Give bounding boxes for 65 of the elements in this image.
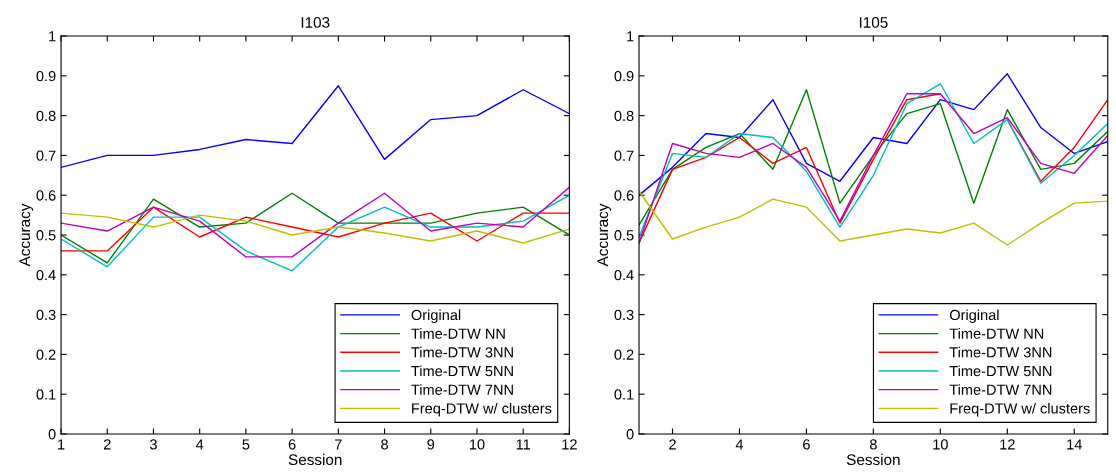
line-series xyxy=(61,212,570,244)
x-tick-label: 12 xyxy=(1000,439,1015,450)
y-tick-label: 0.9 xyxy=(36,70,56,82)
y-tick-label: 0.7 xyxy=(36,150,56,161)
chart-title: I105 xyxy=(859,17,888,28)
y-tick-label: 0.1 xyxy=(614,389,634,400)
x-tick-label: 10 xyxy=(933,439,948,450)
y-tick-label: 0.3 xyxy=(614,309,634,321)
x-tick-label: 2 xyxy=(669,439,676,450)
line-series xyxy=(61,206,570,252)
legend-label: Freq-DTW w/ clusters xyxy=(950,402,1090,417)
y-tick-label: 0.8 xyxy=(614,110,634,122)
y-tick-label: 0.6 xyxy=(614,190,634,201)
x-tick-label: 11 xyxy=(516,439,531,450)
legend-label: Freq-DTW w/ clusters xyxy=(412,402,552,417)
x-tick-label: 1 xyxy=(58,439,65,450)
legend-label: Original xyxy=(949,309,999,323)
line-series xyxy=(61,186,570,258)
legend-label: Time-DTW 5NN xyxy=(411,365,513,377)
x-tick-label: 6 xyxy=(803,439,810,450)
y-tick-label: 0.8 xyxy=(36,110,56,122)
y-tick-label: 0.9 xyxy=(614,70,634,82)
y-tick-label: 0.1 xyxy=(36,389,56,400)
legend-label: Time-DTW 3NN xyxy=(949,346,1052,358)
x-tick-label: 12 xyxy=(562,439,577,450)
legend-label: Time-DTW NN xyxy=(411,328,505,339)
x-tick-label: 6 xyxy=(288,439,296,450)
x-tick-label: 4 xyxy=(195,439,204,450)
y-tick-label: 1 xyxy=(627,31,634,42)
x-tick-label: 10 xyxy=(469,439,485,450)
x-tick-label: 2 xyxy=(103,439,111,450)
y-tick-label: 0.4 xyxy=(36,269,56,281)
x-tick-label: 8 xyxy=(381,439,388,450)
legend-label: Original xyxy=(411,309,461,323)
legend-label: Time-DTW 7NN xyxy=(411,384,513,395)
chart-title: I103 xyxy=(301,17,330,28)
y-tick-label: 1 xyxy=(49,31,56,42)
legend-label: Time-DTW 7NN xyxy=(949,384,1052,395)
legend-label: Time-DTW 5NN xyxy=(949,365,1052,377)
y-tick-label: 0 xyxy=(48,429,56,440)
y-tick-label: 0.7 xyxy=(614,150,634,161)
y-tick-label: 0.4 xyxy=(614,269,634,281)
x-axis-title: Session xyxy=(288,453,342,466)
legend-label: Time-DTW 3NN xyxy=(411,346,513,358)
y-tick-label: 0.2 xyxy=(36,349,56,360)
y-tick-label: 0.2 xyxy=(614,349,634,360)
y-axis-title: Accuracy xyxy=(597,203,612,267)
line-series xyxy=(639,190,1108,246)
x-tick-label: 3 xyxy=(149,439,157,450)
x-tick-label: 8 xyxy=(869,439,877,450)
y-axis-title: Accuracy xyxy=(19,203,34,267)
y-tick-label: 0.5 xyxy=(36,230,56,241)
x-tick-label: 14 xyxy=(1067,439,1082,450)
x-tick-label: 4 xyxy=(735,439,744,450)
line-series xyxy=(61,85,570,169)
x-axis-title: Session xyxy=(846,453,900,466)
y-tick-label: 0.5 xyxy=(614,230,634,241)
x-tick-label: 5 xyxy=(242,439,250,450)
x-tick-label: 9 xyxy=(427,439,435,450)
legend-label: Time-DTW NN xyxy=(949,328,1044,339)
line-series xyxy=(639,73,1108,196)
y-tick-label: 0.6 xyxy=(36,190,56,201)
y-tick-label: 0 xyxy=(626,429,634,440)
x-tick-label: 7 xyxy=(335,439,342,450)
y-tick-label: 0.3 xyxy=(36,309,56,321)
